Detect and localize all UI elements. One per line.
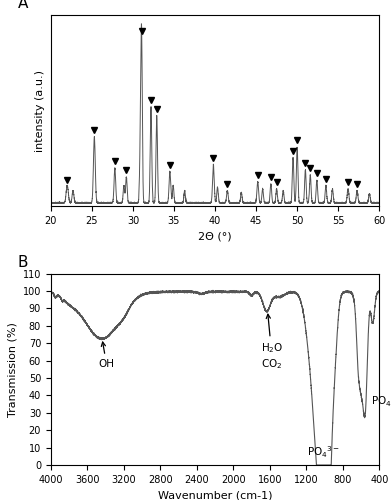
X-axis label: 2Θ (°): 2Θ (°) <box>198 232 232 242</box>
Text: B: B <box>18 254 29 270</box>
Text: A: A <box>18 0 29 11</box>
Text: PO$_4$$^{3-}$: PO$_4$$^{3-}$ <box>371 394 391 409</box>
Text: H$_2$O
CO$_2$: H$_2$O CO$_2$ <box>261 314 283 371</box>
Y-axis label: intensity (a.u.): intensity (a.u.) <box>35 70 45 152</box>
Text: OH: OH <box>99 342 115 369</box>
Y-axis label: Transmission (%): Transmission (%) <box>7 322 17 416</box>
X-axis label: Wavenumber (cm-1): Wavenumber (cm-1) <box>158 490 272 500</box>
Text: PO$_4$$^{3-}$: PO$_4$$^{3-}$ <box>307 444 340 460</box>
